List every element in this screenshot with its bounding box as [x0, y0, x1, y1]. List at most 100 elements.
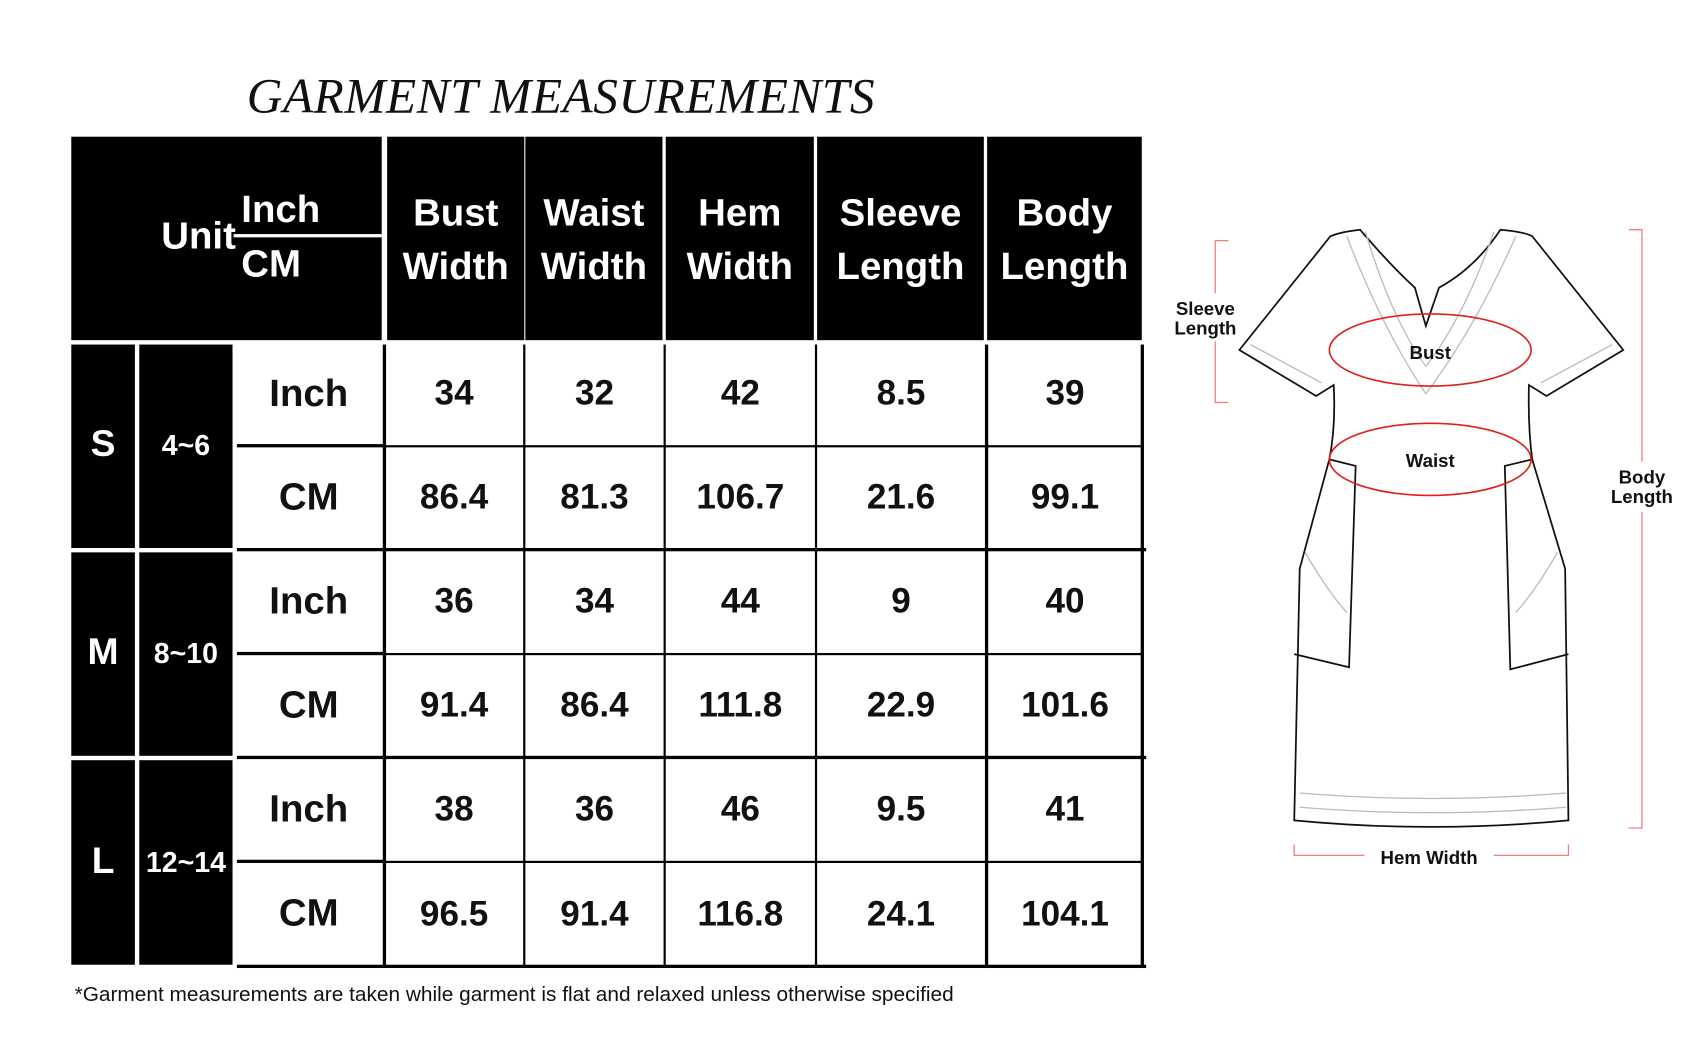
table-cell: 36 — [574, 788, 614, 829]
footnote: *Garment measurements are taken while ga… — [74, 983, 954, 1007]
column-divider — [984, 344, 988, 969]
size-label: S — [90, 423, 116, 465]
header-column-label: Hem Width — [666, 186, 814, 293]
bust-label: Bust — [1410, 342, 1451, 363]
column-divider — [815, 344, 817, 969]
table-cell: 46 — [720, 788, 760, 829]
group-divider — [236, 755, 1147, 759]
header-line-2: Width — [402, 245, 509, 288]
row-divider — [236, 444, 384, 448]
header-line-1: Sleeve — [839, 191, 962, 235]
header-column-label: Waist Width — [525, 186, 662, 293]
header-line-2: Length — [1000, 245, 1129, 288]
body-length-label-2: Length — [1611, 486, 1673, 507]
body-length-label-1: Body — [1619, 466, 1666, 487]
size-range-label: 12~14 — [145, 844, 226, 878]
waist-label: Waist — [1406, 450, 1455, 471]
header-line-1: Hem — [698, 191, 782, 235]
table-cell: 91.4 — [560, 893, 629, 933]
unit-label: CM — [278, 475, 339, 518]
header-cm-label: CM — [241, 242, 302, 286]
header-column-label: Bust Width — [387, 186, 524, 293]
column-divider — [382, 344, 386, 969]
row-divider — [383, 652, 1144, 655]
header-line-1: Waist — [543, 191, 645, 235]
unit-label: CM — [278, 683, 339, 726]
header-line-2: Length — [836, 245, 965, 288]
row-divider — [383, 860, 1144, 863]
header-cell — [387, 136, 525, 341]
table-cell: 22.9 — [866, 684, 936, 725]
table-cell: 39 — [1045, 372, 1085, 413]
header-line-1: Body — [1016, 191, 1113, 235]
group-divider — [236, 964, 1147, 968]
unit-label: Inch — [269, 579, 349, 622]
header-unit-cell — [71, 136, 382, 341]
unit-label: Inch — [269, 786, 349, 830]
table-cell: 91.4 — [419, 684, 489, 725]
table-cell: 86.4 — [560, 684, 629, 725]
row-divider — [236, 651, 384, 656]
unit-label: Inch — [269, 371, 349, 415]
header-column-label: Body Length — [987, 186, 1142, 293]
hem-width-bracket — [1293, 844, 1570, 857]
unit-label: CM — [278, 891, 339, 935]
measure-lines — [1328, 313, 1532, 497]
table-cell: 99.1 — [1030, 476, 1100, 517]
column-divider — [523, 344, 526, 969]
body-length-bracket — [1628, 229, 1643, 829]
embroidery-pattern — [1250, 231, 1613, 814]
table-cell: 9.5 — [876, 788, 926, 829]
size-range-cell — [139, 552, 233, 756]
header-cell — [665, 136, 814, 341]
page-title: GARMENT MEASUREMENTS — [246, 68, 876, 124]
table-cell: 116.8 — [697, 893, 784, 933]
table-cell: 101.6 — [1021, 684, 1109, 725]
table-cell: 8.5 — [876, 372, 926, 413]
header-unit-divider — [233, 234, 382, 238]
header-inch-label: Inch — [241, 188, 321, 231]
size-range-label: 4~6 — [161, 428, 211, 462]
column-divider — [663, 344, 666, 969]
table-cell: 24.1 — [866, 893, 936, 933]
header-cell — [525, 136, 663, 341]
sleeve-length-label-2: Length — [1174, 318, 1236, 339]
sleeve-length-label-1: Sleeve — [1176, 298, 1235, 319]
size-range-cell — [139, 344, 233, 548]
table-cell: 34 — [434, 372, 474, 413]
waist-ellipse — [1328, 422, 1532, 497]
dress-outline — [1238, 228, 1625, 828]
table-cell: 38 — [434, 788, 474, 829]
size-label: M — [87, 631, 119, 673]
header-column-label: Sleeve Length — [817, 186, 984, 293]
table-cell: 40 — [1045, 580, 1085, 621]
hem-width-label: Hem Width — [1381, 847, 1478, 868]
table-cell: 111.8 — [698, 684, 783, 725]
row-divider — [236, 859, 384, 864]
sleeve-length-bracket — [1214, 239, 1229, 404]
row-divider — [383, 445, 1144, 447]
table-cell: 96.5 — [419, 893, 489, 933]
table-cell: 86.4 — [419, 476, 489, 517]
header-line-1: Bust — [413, 191, 499, 235]
size-cell — [71, 344, 135, 548]
measure-brackets — [1214, 229, 1643, 857]
table-cell: 41 — [1045, 788, 1085, 829]
table-cell: 104.1 — [1021, 893, 1109, 933]
group-divider — [236, 547, 1147, 551]
table-cell: 32 — [574, 372, 614, 413]
table-cell: 34 — [574, 580, 614, 621]
bust-ellipse — [1328, 313, 1532, 387]
table-cell: 9 — [891, 580, 911, 621]
table-cell: 81.3 — [560, 476, 629, 517]
size-cell — [71, 760, 135, 965]
size-range-label: 8~10 — [153, 636, 219, 670]
header-line-2: Width — [540, 245, 648, 288]
header-cell — [817, 136, 984, 341]
size-cell — [71, 552, 135, 756]
table-cell: 44 — [720, 580, 760, 621]
column-divider — [1140, 344, 1144, 969]
table-cell: 106.7 — [696, 476, 785, 517]
